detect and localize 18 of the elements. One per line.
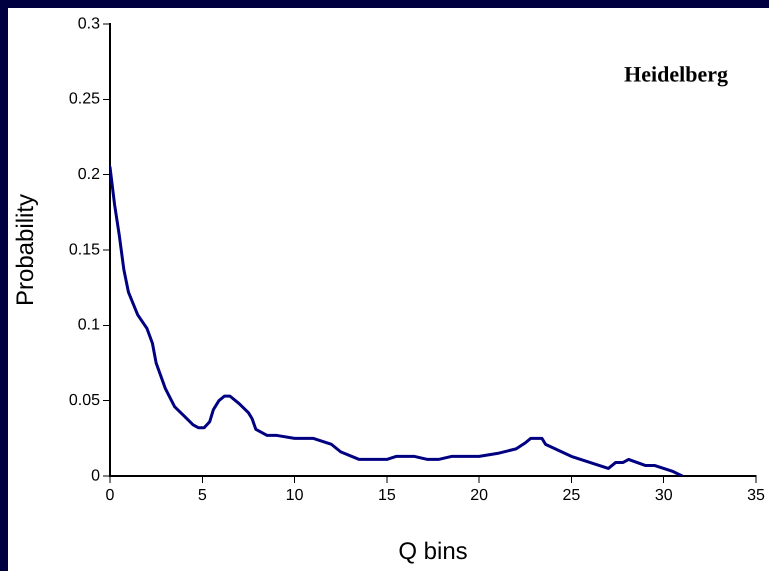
x-tick-label: 10 [286, 487, 304, 504]
x-tick-label: 15 [378, 487, 396, 504]
x-tick-label: 35 [747, 487, 765, 504]
y-tick-label: 0.05 [68, 392, 100, 410]
y-tick-label: 0.25 [68, 90, 100, 108]
x-tick-label: 30 [654, 487, 673, 504]
annotation: Heidelberg [624, 62, 728, 87]
y-tick-label: 0.1 [78, 316, 100, 334]
y-tick-label: 0.3 [78, 15, 100, 32]
y-axis-title: Probability [12, 194, 40, 306]
y-tick-label: 0.15 [68, 241, 100, 258]
x-axis-title: Q bins [398, 538, 468, 566]
x-tick-label: 20 [470, 487, 488, 504]
x-tick-label: 5 [198, 487, 207, 504]
x-tick-label: 25 [562, 487, 580, 504]
y-tick-label: 0.2 [78, 166, 100, 184]
x-tick-label: 0 [106, 487, 115, 504]
y-tick-label: 0 [91, 467, 100, 484]
